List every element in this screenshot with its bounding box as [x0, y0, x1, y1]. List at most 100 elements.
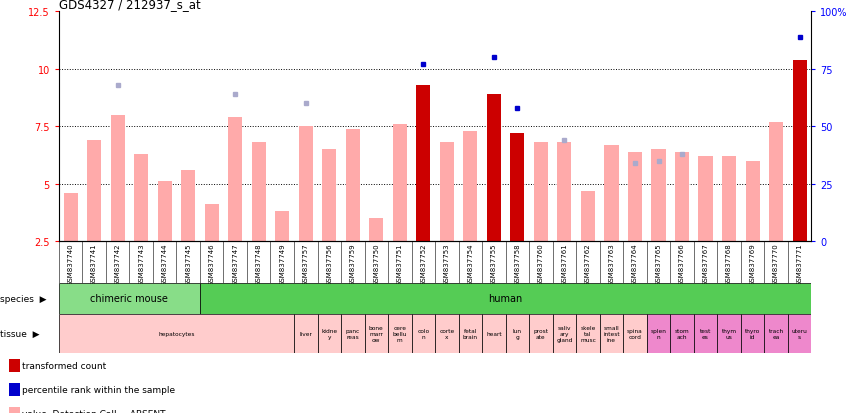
Text: GSM837763: GSM837763	[608, 243, 614, 285]
Text: uteru
s: uteru s	[791, 328, 808, 339]
Bar	[317, 314, 341, 353]
Text: GSM837748: GSM837748	[256, 243, 262, 285]
Bar	[717, 314, 740, 353]
Bar	[769, 122, 783, 242]
Text: GSM837749: GSM837749	[279, 243, 285, 285]
Text: GSM837743: GSM837743	[138, 243, 144, 285]
Text: GSM837767: GSM837767	[702, 243, 708, 285]
Text: GSM837769: GSM837769	[750, 243, 755, 285]
Bar	[416, 86, 431, 242]
Text: spina
cord: spina cord	[627, 328, 643, 339]
Bar	[581, 191, 595, 242]
Text: GSM837771: GSM837771	[797, 243, 803, 285]
Bar	[722, 157, 736, 242]
Text: GSM837758: GSM837758	[515, 243, 521, 285]
Bar	[529, 314, 553, 353]
Bar	[346, 129, 360, 242]
Bar	[252, 143, 266, 242]
Bar	[369, 219, 383, 242]
Text: GSM837760: GSM837760	[538, 243, 544, 285]
Bar	[393, 125, 407, 242]
Bar	[534, 143, 548, 242]
Bar	[699, 157, 713, 242]
Bar	[294, 314, 317, 353]
Text: chimeric mouse: chimeric mouse	[91, 293, 169, 304]
Text: fetal
brain: fetal brain	[463, 328, 477, 339]
Bar	[59, 283, 200, 314]
Text: GSM837747: GSM837747	[232, 243, 238, 285]
Text: thyro
id: thyro id	[745, 328, 760, 339]
Text: trach
ea: trach ea	[768, 328, 784, 339]
Text: GSM837770: GSM837770	[773, 243, 779, 285]
Bar	[746, 161, 759, 242]
Bar	[628, 152, 642, 242]
Text: GSM837745: GSM837745	[185, 243, 191, 285]
Bar	[59, 314, 294, 353]
Bar	[651, 150, 665, 242]
Bar	[694, 314, 717, 353]
Text: colo
n: colo n	[417, 328, 429, 339]
Text: tissue  ▶: tissue ▶	[0, 329, 40, 338]
Bar	[298, 127, 313, 242]
Text: panc
reas: panc reas	[346, 328, 360, 339]
Text: human: human	[489, 293, 522, 304]
Text: GSM837754: GSM837754	[467, 243, 473, 285]
Bar	[765, 314, 788, 353]
Bar	[788, 314, 811, 353]
Bar	[388, 314, 412, 353]
Bar	[599, 314, 623, 353]
Text: GSM837753: GSM837753	[444, 243, 450, 285]
Bar	[792, 61, 807, 242]
Text: GSM837740: GSM837740	[67, 243, 74, 285]
Text: lun
g: lun g	[513, 328, 522, 339]
Text: skele
tal
musc: skele tal musc	[580, 325, 596, 342]
Text: GSM837746: GSM837746	[208, 243, 215, 285]
Text: GSM837756: GSM837756	[326, 243, 332, 285]
Bar	[322, 150, 336, 242]
Bar	[675, 152, 689, 242]
Text: small
intest
ine: small intest ine	[603, 325, 620, 342]
Text: splen
n: splen n	[650, 328, 666, 339]
Text: test
es: test es	[700, 328, 711, 339]
Text: GSM837765: GSM837765	[656, 243, 662, 285]
Bar	[341, 314, 364, 353]
Text: bone
marr
ow: bone marr ow	[369, 325, 384, 342]
Bar	[157, 182, 172, 242]
Text: stom
ach: stom ach	[675, 328, 689, 339]
Text: GSM837741: GSM837741	[91, 243, 97, 285]
Text: GSM837768: GSM837768	[726, 243, 732, 285]
Text: kidne
y: kidne y	[321, 328, 337, 339]
Bar	[181, 171, 195, 242]
Bar	[576, 314, 599, 353]
Text: GSM837750: GSM837750	[374, 243, 379, 285]
Bar	[87, 141, 101, 242]
Text: thym
us: thym us	[721, 328, 737, 339]
Text: heart: heart	[486, 331, 502, 336]
Bar	[740, 314, 765, 353]
Text: cere
bellu
m: cere bellu m	[393, 325, 407, 342]
Bar	[557, 143, 572, 242]
Text: GSM837744: GSM837744	[162, 243, 168, 285]
Bar	[205, 205, 219, 242]
Bar	[506, 314, 529, 353]
Text: transformed count: transformed count	[22, 361, 106, 370]
Bar	[464, 132, 477, 242]
Text: GSM837752: GSM837752	[420, 243, 426, 285]
Text: GSM837755: GSM837755	[491, 243, 497, 285]
Text: prost
ate: prost ate	[534, 328, 548, 339]
Bar	[487, 95, 501, 242]
Text: GSM837759: GSM837759	[349, 243, 356, 285]
Bar	[134, 154, 148, 242]
Bar	[458, 314, 482, 353]
Text: GSM837764: GSM837764	[632, 243, 638, 285]
Bar	[200, 283, 811, 314]
Bar	[623, 314, 647, 353]
Text: value, Detection Call = ABSENT: value, Detection Call = ABSENT	[22, 409, 165, 413]
Bar	[553, 314, 576, 353]
Text: percentile rank within the sample: percentile rank within the sample	[22, 385, 175, 394]
Bar	[228, 118, 242, 242]
Text: hepatocytes: hepatocytes	[158, 331, 195, 336]
Bar	[435, 314, 458, 353]
Text: GSM837742: GSM837742	[115, 243, 120, 285]
Text: GSM837762: GSM837762	[585, 243, 591, 285]
